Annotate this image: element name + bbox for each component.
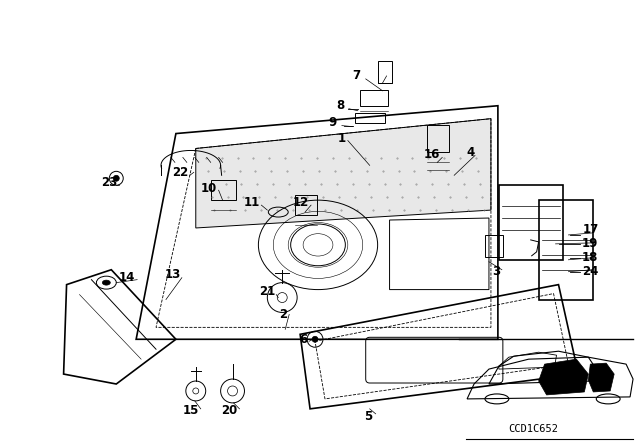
Polygon shape [196,119,491,228]
Text: 1: 1 [338,132,346,145]
Text: 24: 24 [582,265,598,278]
Ellipse shape [102,280,110,285]
Text: 16: 16 [424,148,440,161]
Text: 7: 7 [353,69,361,82]
Text: 13: 13 [164,268,181,281]
Text: 23: 23 [101,176,117,189]
Text: 8: 8 [336,99,344,112]
Text: 10: 10 [200,182,217,195]
Polygon shape [539,359,588,395]
Text: 15: 15 [182,405,199,418]
Text: 20: 20 [221,405,237,418]
Text: 4: 4 [467,146,475,159]
Circle shape [113,175,119,181]
Text: 5: 5 [364,410,372,423]
Polygon shape [588,363,614,392]
Text: 17: 17 [582,224,598,237]
Text: 9: 9 [329,116,337,129]
Text: 12: 12 [293,196,309,209]
Text: 14: 14 [119,271,136,284]
Circle shape [312,336,318,342]
Text: 22: 22 [172,166,188,179]
Text: 3: 3 [492,265,500,278]
Text: 2: 2 [279,308,287,321]
Text: 11: 11 [243,196,260,209]
Text: 6: 6 [299,333,307,346]
Text: 21: 21 [259,285,275,298]
Text: 19: 19 [582,237,598,250]
Text: 18: 18 [582,251,598,264]
Text: CCD1C652: CCD1C652 [509,424,559,434]
